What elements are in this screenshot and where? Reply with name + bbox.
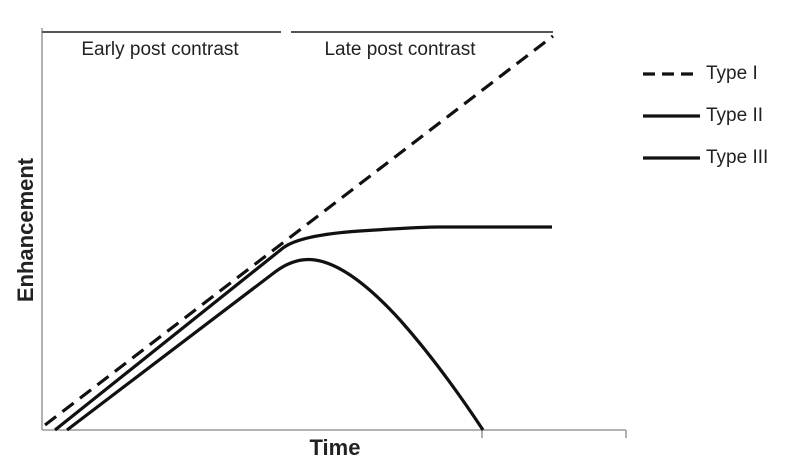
x-axis-title: Time <box>310 435 361 460</box>
legend-label: Type II <box>706 105 763 126</box>
type-1-curve <box>44 34 554 427</box>
phase-label: Late post contrast <box>324 39 476 60</box>
type-3-curve <box>66 257 485 432</box>
type-2-curve <box>54 225 552 432</box>
phase-label: Early post contrast <box>81 39 239 60</box>
legend-label: Type III <box>706 147 768 168</box>
legend-label: Type I <box>706 63 758 84</box>
y-axis-title: Enhancement <box>13 157 38 302</box>
